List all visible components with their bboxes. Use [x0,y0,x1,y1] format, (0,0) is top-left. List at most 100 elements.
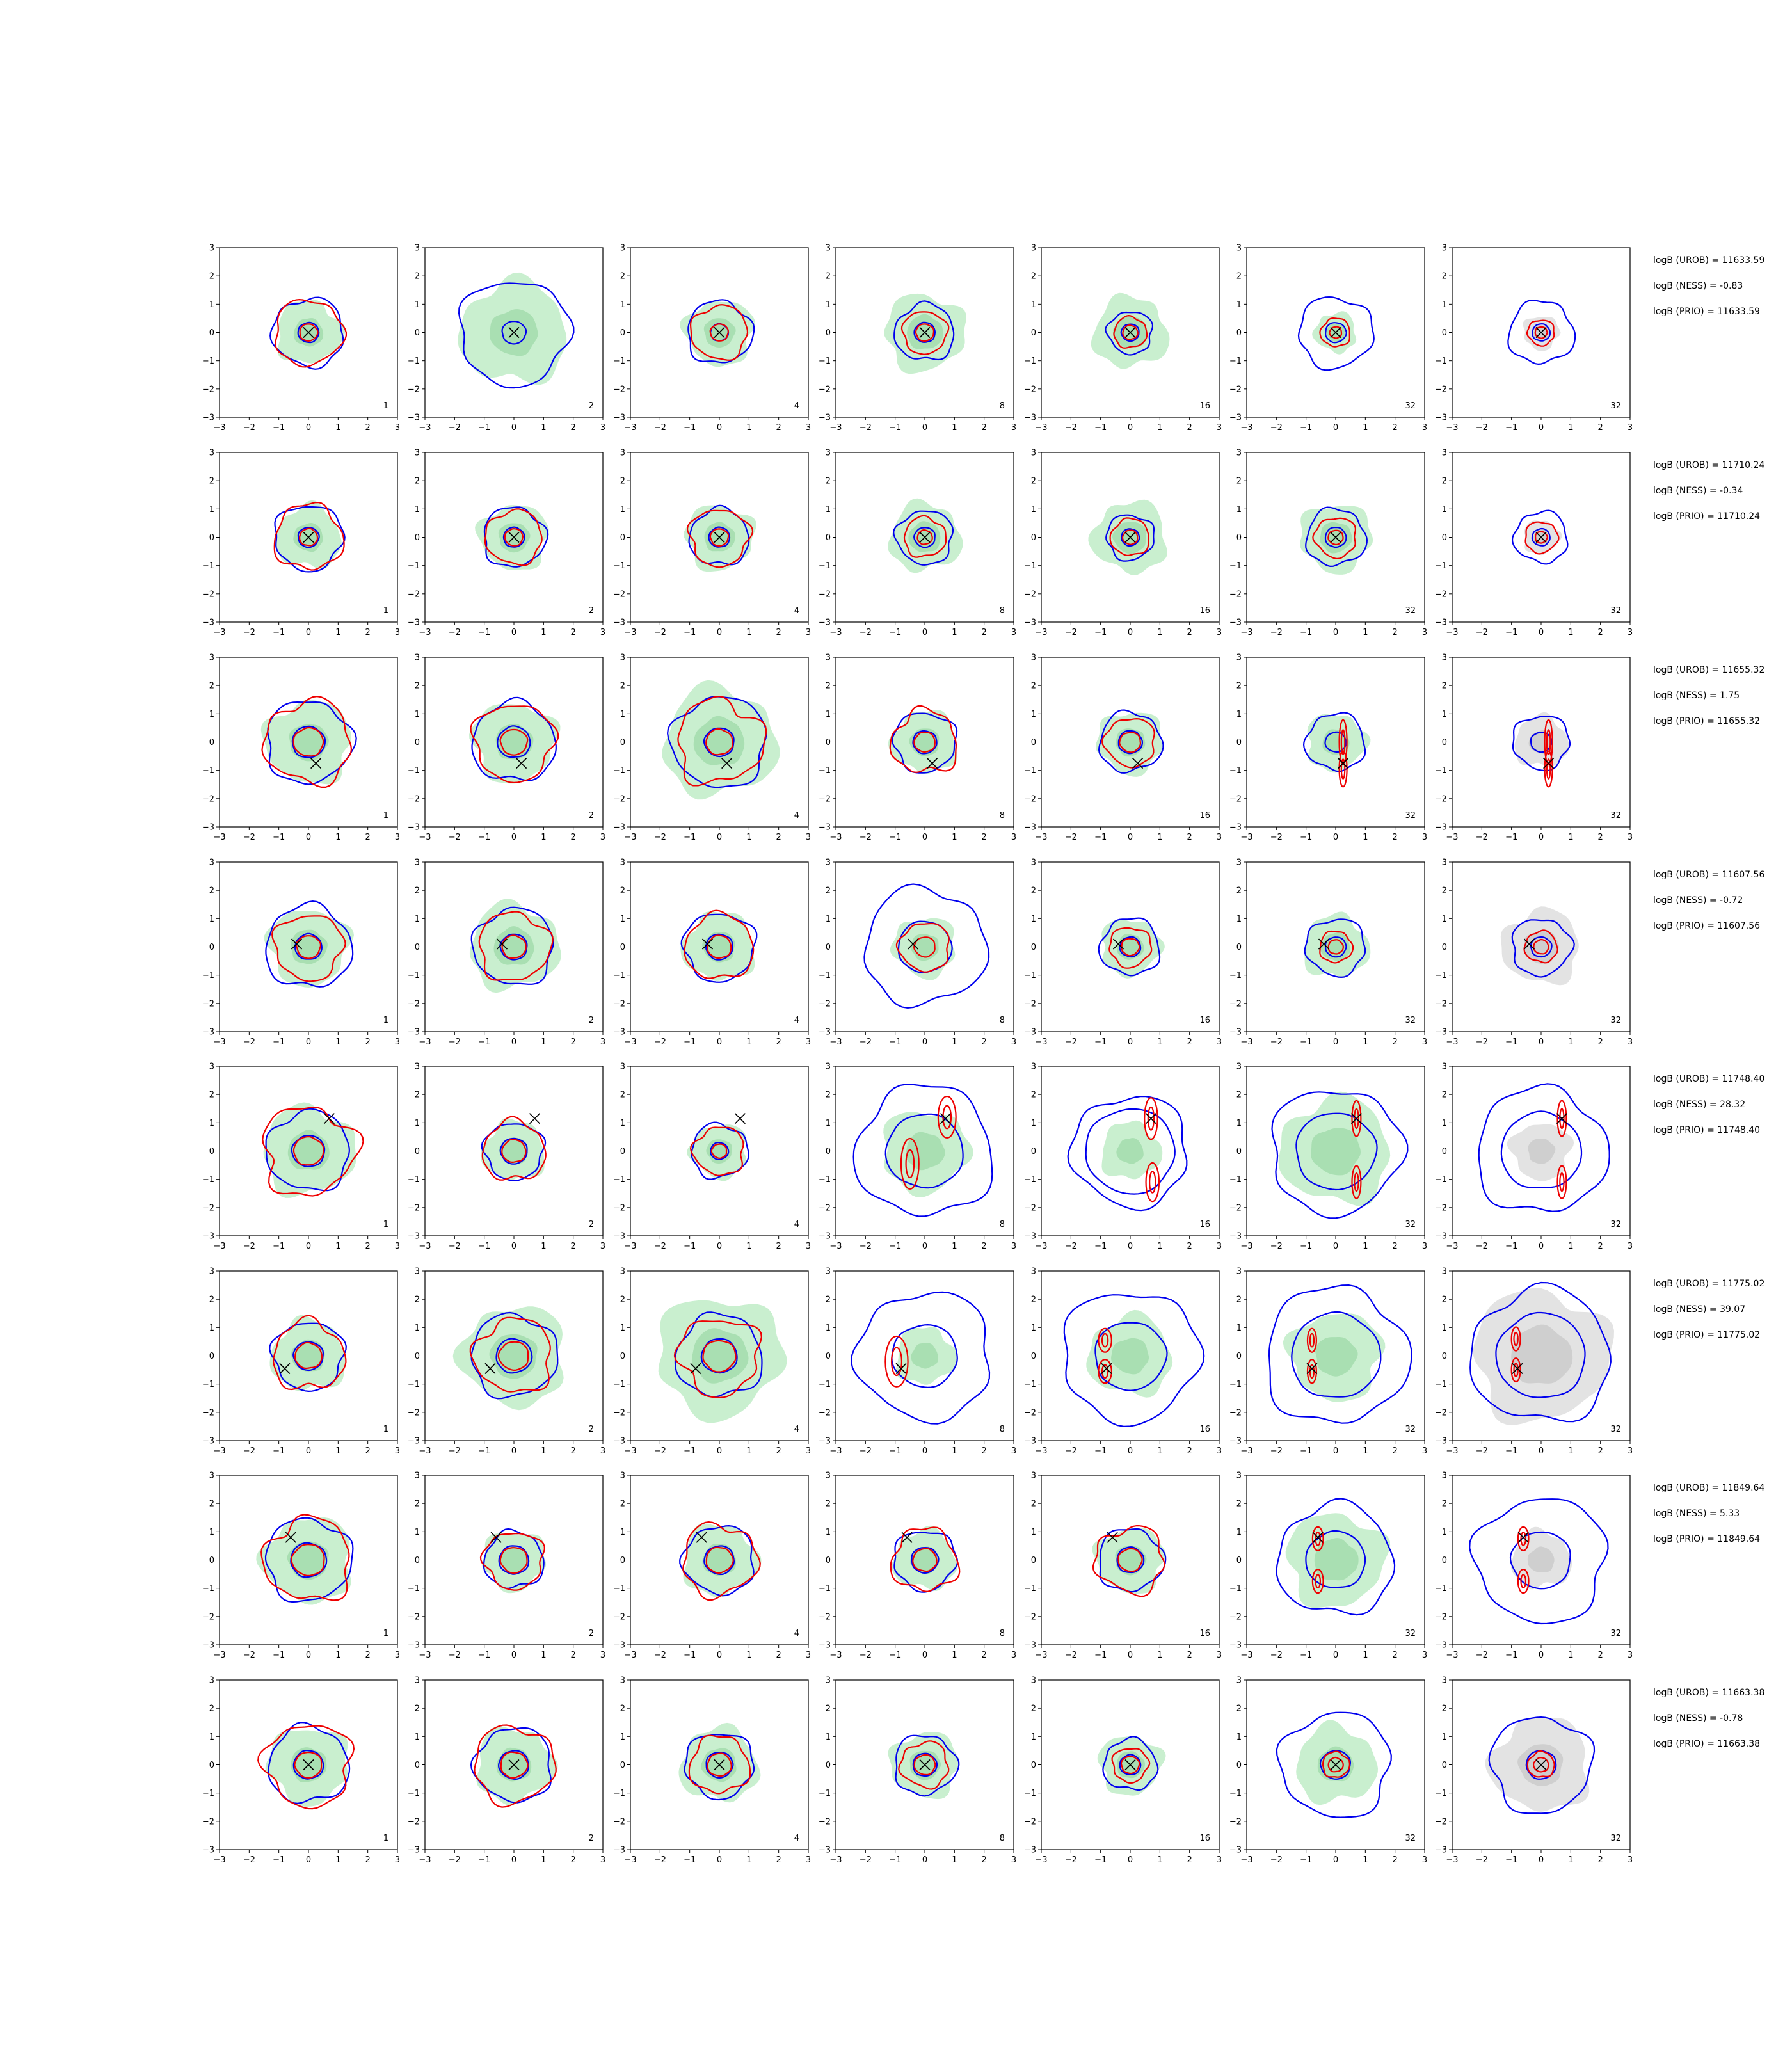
column-label: 32 [1610,1016,1621,1025]
y-tick-label: 2 [1236,1500,1242,1509]
panel-r8-c6: −3 −2 −1 0 1 2 3 −3 −2 −1 0 1 2 3 32 [1229,1676,1427,1866]
red-contour-mode [1510,1357,1521,1383]
panel-r2-c2: −3 −2 −1 0 1 2 3 −3 −2 −1 0 1 2 3 2 [408,449,605,638]
x-tick-label: 0 [511,833,516,842]
x-tick-label: 0 [1128,833,1133,842]
y-tick-label: −2 [819,1408,831,1418]
y-tick-label: 1 [209,710,214,719]
x-tick-label: −3 [829,1037,842,1047]
x-tick-label: 0 [1128,1242,1133,1251]
x-tick-label: −2 [654,1037,666,1047]
red-contour [1108,927,1153,969]
y-tick-label: −2 [408,385,420,394]
y-tick-label: 0 [1031,533,1036,543]
y-tick-label: −3 [202,1641,214,1651]
y-tick-label: 2 [1236,1295,1242,1305]
x-tick-label: 3 [600,1855,605,1865]
y-tick-label: 2 [1442,1500,1447,1509]
panel-r5-c6: −3 −2 −1 0 1 2 3 −3 −2 −1 0 1 2 3 32 [1229,1062,1427,1252]
y-tick-label: −2 [819,1612,831,1622]
y-tick-label: 2 [415,272,420,282]
density-core-fill [500,1546,529,1574]
blue-contour [895,1734,960,1797]
row-stat-ness: logB (NESS) = 1.75 [1653,691,1740,701]
panel-r2-c7: −3 −2 −1 0 1 2 3 −3 −2 −1 0 1 2 3 32 [1435,449,1633,638]
y-tick-label: −3 [408,823,420,833]
y-tick-label: 3 [826,1267,831,1277]
x-tick-label: 1 [952,1446,957,1456]
x-tick-label: −1 [273,1855,285,1865]
blue-contour [893,510,954,566]
red-contour-mode [1510,1326,1521,1352]
panel-r5-c7: −3 −2 −1 0 1 2 3 −3 −2 −1 0 1 2 3 32 [1435,1062,1633,1252]
x-tick-label: −1 [1300,1037,1312,1047]
y-tick-label: −3 [1435,1028,1447,1037]
column-label: 32 [1610,1629,1621,1638]
y-tick-label: −1 [819,1175,831,1185]
y-tick-label: −2 [819,1817,831,1827]
x-tick-label: 0 [1128,628,1133,637]
red-contour [294,1752,323,1779]
x-tick-label: 2 [1598,423,1603,433]
y-tick-label: −1 [1024,1380,1036,1389]
true-value-marker [1517,1532,1529,1543]
panel-r3-c1: −3 −2 −1 0 1 2 3 −3 −2 −1 0 1 2 3 1 [202,653,400,843]
true-value-marker [310,758,322,769]
x-tick-label: 1 [1363,1242,1368,1251]
x-tick-label: 1 [746,423,751,433]
y-tick-label: −1 [202,561,214,571]
true-value-marker [919,326,931,339]
blue-contour [1102,1736,1159,1791]
x-tick-label: 2 [571,1855,576,1865]
x-tick-label: −2 [243,1242,255,1251]
blue-contour [269,296,344,370]
x-tick-label: 1 [1568,1651,1573,1660]
y-tick-label: −2 [1229,1817,1242,1827]
blue-contour [912,1752,938,1777]
x-tick-label: 0 [717,1446,722,1456]
y-tick-label: 3 [1442,1062,1447,1072]
red-contour-mode-inner [1340,758,1346,780]
true-value-marker [508,326,520,339]
x-tick-label: 0 [922,1037,927,1047]
x-tick-label: 2 [571,1242,576,1251]
y-tick-label: −3 [819,1846,831,1855]
panel-r4-c7: −3 −2 −1 0 1 2 3 −3 −2 −1 0 1 2 3 32 [1435,858,1633,1048]
y-tick-label: −2 [1435,1612,1447,1622]
x-tick-label: −2 [1065,628,1077,637]
blue-contour [710,1142,730,1160]
y-tick-label: 0 [1236,1556,1242,1565]
y-tick-label: −2 [1024,1203,1036,1213]
y-tick-label: 2 [1031,1091,1036,1100]
column-label: 32 [1610,401,1621,411]
y-tick-label: 1 [826,1528,831,1537]
x-tick-label: −2 [1270,1855,1283,1865]
y-tick-label: −1 [1435,1584,1447,1594]
true-value-marker [1512,1363,1523,1374]
true-value-marker [1535,1759,1547,1771]
column-label: 16 [1199,1425,1210,1434]
y-tick-label: 3 [1236,1676,1242,1686]
blue-contour [1469,1498,1609,1625]
y-tick-label: −1 [819,1789,831,1798]
y-tick-label: 0 [209,1352,214,1361]
y-tick-label: 1 [415,710,420,719]
x-tick-label: 2 [1393,1242,1398,1251]
y-tick-label: 0 [1442,943,1447,952]
red-contour [257,1725,355,1810]
y-tick-label: −3 [408,1846,420,1855]
x-tick-label: −2 [449,628,461,637]
y-tick-label: −3 [819,1028,831,1037]
panel-r6-c4: −3 −2 −1 0 1 2 3 −3 −2 −1 0 1 2 3 8 [819,1267,1016,1457]
x-tick-label: 1 [335,1037,340,1047]
column-label: 1 [383,1629,388,1638]
y-tick-label: −2 [1024,589,1036,599]
true-value-marker [529,1113,540,1124]
y-tick-label: 0 [620,1147,625,1156]
column-label: 8 [1000,606,1005,616]
x-tick-label: 2 [1598,1446,1603,1456]
column-label: 32 [1405,1016,1416,1025]
red-contour [1113,314,1148,349]
y-tick-label: 2 [1031,886,1036,896]
true-value-marker [701,938,714,950]
